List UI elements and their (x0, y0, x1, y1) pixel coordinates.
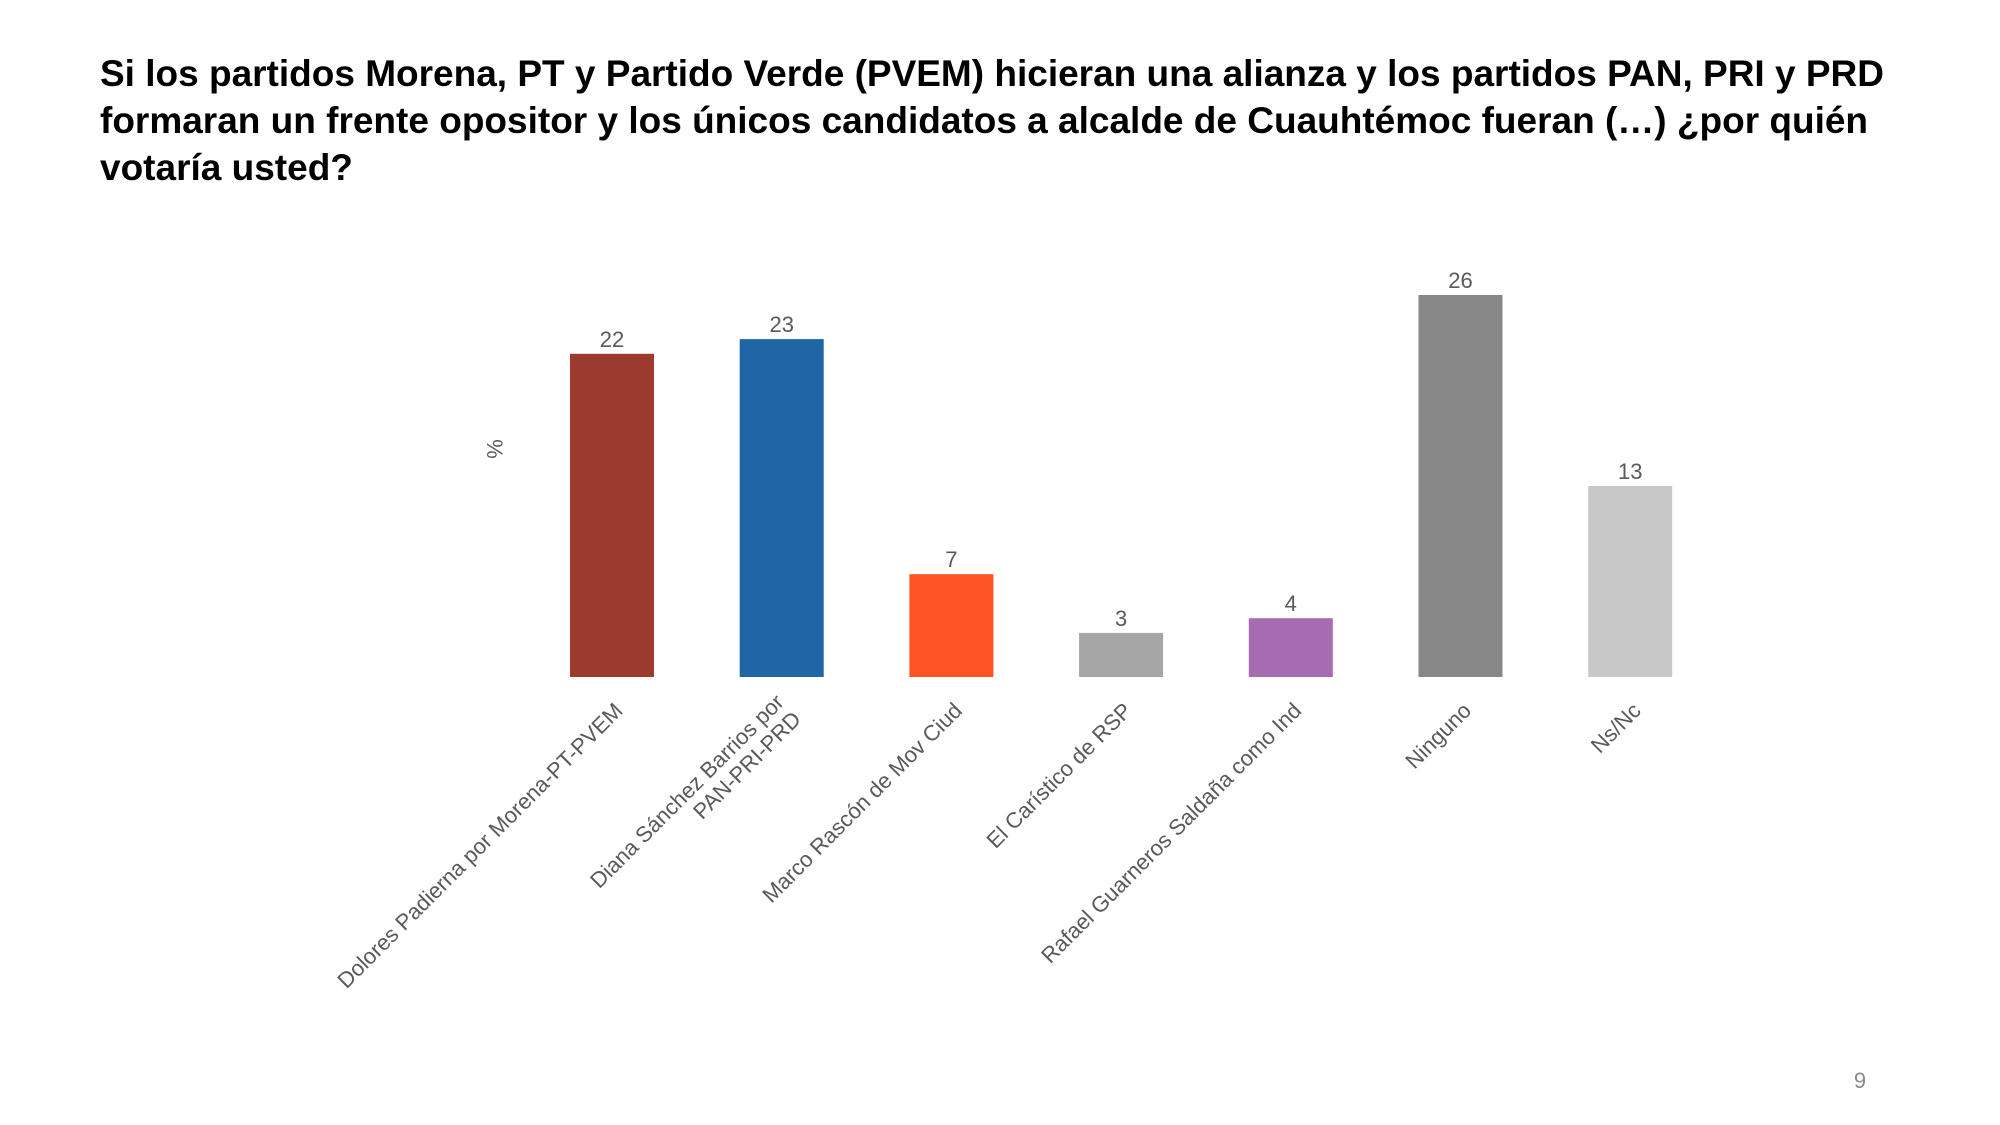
x-tick-label: Dolores Padierna por Morena-PT-PVEM (332, 698, 627, 993)
bar-value-label: 4 (1285, 591, 1297, 616)
y-axis-label: % (482, 439, 507, 459)
x-tick-label-line: El Carístico de RSP (981, 698, 1136, 853)
bar-6 (1418, 295, 1503, 677)
bar-3 (909, 574, 994, 677)
bar-5 (1248, 618, 1333, 677)
x-tick-label: Rafael Guarneros Saldaña como Ind (1036, 698, 1306, 968)
x-tick-label: El Carístico de RSP (981, 698, 1136, 853)
bar-1 (570, 353, 654, 677)
bar-7 (1588, 486, 1673, 677)
x-tick-label-line: Rafael Guarneros Saldaña como Ind (1036, 698, 1306, 968)
bar-4 (1079, 632, 1164, 677)
bar-value-label: 3 (1115, 606, 1127, 631)
x-tick-label-line: Ns/Nc (1586, 698, 1646, 758)
x-tick-label-line: Ninguno (1400, 698, 1476, 774)
x-tick-label: Ninguno (1400, 698, 1476, 774)
bar-value-label: 23 (769, 312, 793, 337)
slide-title: Si los partidos Morena, PT y Partido Ver… (100, 53, 1884, 188)
bar-value-label: 7 (945, 547, 957, 572)
x-tick-label: Ns/Nc (1586, 698, 1646, 758)
page-number: 9 (1853, 1068, 1867, 1093)
x-tick-label-line: Dolores Padierna por Morena-PT-PVEM (332, 698, 627, 993)
bar-value-label: 22 (600, 327, 624, 352)
bar-2 (739, 339, 824, 677)
bar-value-label: 26 (1448, 268, 1472, 293)
bar-value-label: 13 (1618, 459, 1642, 484)
